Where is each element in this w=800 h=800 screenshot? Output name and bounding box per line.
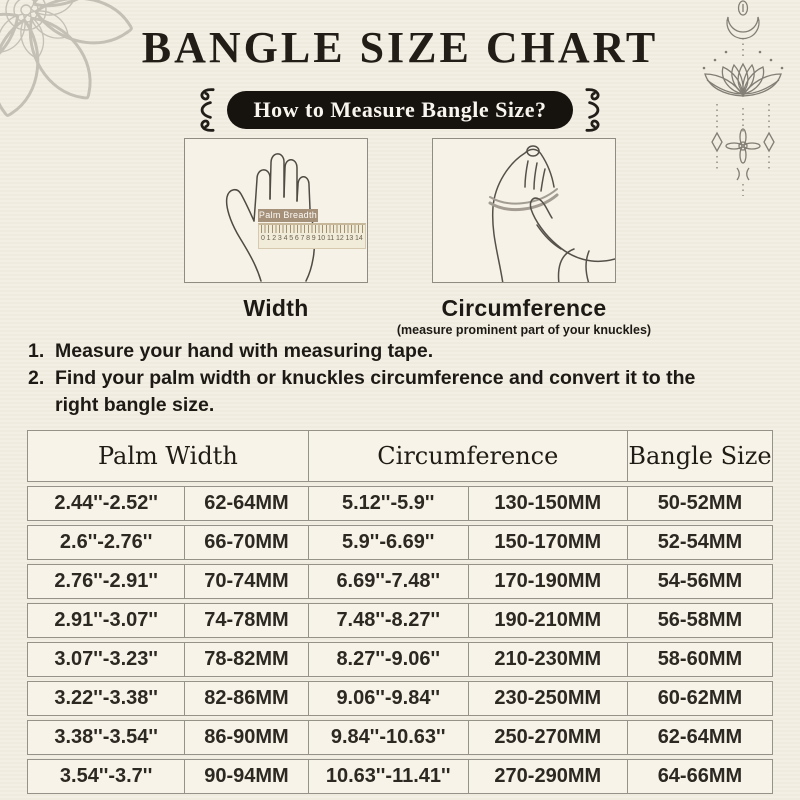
circumference-illustration-box [432, 138, 616, 283]
hand-with-ruler-icon [225, 153, 316, 282]
table-row: 2.44''-2.52'' 62-64MM 5.12''-5.9'' 130-150M… [27, 486, 773, 521]
table-row: 2.76''-2.91'' 70-74MM 6.69''-7.48'' 170-190… [27, 564, 773, 599]
table-cell: 62-64MM [626, 721, 772, 754]
width-illustration-box: Palm Breadth 0 1 2 3 4 5 6 7 8 9 10 11 12 13 14 [184, 138, 368, 283]
table-cell: 150-170MM [467, 526, 627, 559]
ruler-number: 9 [311, 235, 316, 242]
banner-pill: How to Measure Bangle Size? [226, 91, 574, 129]
ruler-number: 1 [266, 235, 271, 242]
ruler-number: 3 [277, 235, 282, 242]
table-cell: 5.12''-5.9'' [307, 487, 468, 520]
ruler-ticks [261, 225, 363, 233]
table-cell: 190-210MM [467, 604, 627, 637]
table-cell: 6.69''-7.48'' [307, 565, 468, 598]
instruction-step-1: 1. Measure your hand with measuring tape… [28, 338, 734, 365]
ruler-number: 8 [306, 235, 311, 242]
width-figure: Palm Breadth 0 1 2 3 4 5 6 7 8 9 10 11 12 13 14 Width [184, 138, 368, 337]
table-cell: 58-60MM [626, 643, 772, 676]
table-cell: 270-290MM [467, 760, 627, 793]
ruler-number: 11 [326, 235, 335, 242]
table-cell: 2.6''-2.76'' [59, 531, 153, 553]
table-cell: 56-58MM [626, 604, 772, 637]
flourish-right-icon [585, 88, 600, 132]
table-cell: 86-90MM [184, 721, 308, 754]
step-number: 2. [28, 367, 45, 389]
hand-with-tape-icon [488, 145, 615, 282]
table-cell: 62-64MM [184, 487, 308, 520]
table-cell: 3.38''-3.54'' [54, 726, 158, 748]
table-cell: 52-54MM [626, 526, 772, 559]
step-text: Measure your hand with measuring tape. [55, 340, 434, 362]
table-cell: 5.9''-6.69'' [307, 526, 468, 559]
ruler: 0 1 2 3 4 5 6 7 8 9 10 11 12 13 14 [258, 223, 366, 249]
size-table-body: 2.44''-2.52'' 62-64MM 5.12''-5.9'' 130-150M… [27, 486, 773, 794]
table-cell: 54-56MM [626, 565, 772, 598]
ruler-numbers: 0 1 2 3 4 5 6 7 8 9 10 11 12 13 14 [261, 235, 363, 243]
step-text: Find your palm width or knuckles circumf… [55, 367, 696, 416]
table-cell: 90-94MM [184, 760, 308, 793]
palm-breadth-label: Palm Breadth [258, 209, 318, 222]
banner-row: How to Measure Bangle Size? [0, 86, 800, 134]
table-cell: 2.91''-3.07'' [54, 609, 158, 631]
ruler-number: 6 [294, 235, 299, 242]
ruler-number: 5 [289, 235, 294, 242]
circumference-figure: Circumference (measure prominent part of… [397, 138, 651, 337]
table-cell: 250-270MM [467, 721, 627, 754]
measure-figures: Palm Breadth 0 1 2 3 4 5 6 7 8 9 10 11 12 13 14 Width [0, 138, 800, 337]
table-cell: 3.07''-3.23'' [54, 648, 158, 670]
table-row: 3.22''-3.38'' 82-86MM 9.06''-9.84'' 230-250… [27, 681, 773, 716]
flourish-left-icon [200, 88, 215, 132]
circumference-note: (measure prominent part of your knuckles… [396, 323, 652, 337]
table-cell: 170-190MM [467, 565, 627, 598]
ruler-number: 14 [355, 235, 363, 242]
table-row: 3.07''-3.23'' 78-82MM 8.27''-9.06'' 210-230… [27, 642, 773, 677]
ruler-number: 7 [300, 235, 305, 242]
header-circumference: Circumference [307, 431, 627, 481]
table-cell: 74-78MM [184, 604, 308, 637]
table-row: 2.6''-2.76'' 66-70MM 5.9''-6.69'' 150-170MM… [27, 525, 773, 560]
table-cell: 9.06''-9.84'' [307, 682, 468, 715]
table-cell: 9.84''-10.63'' [307, 721, 468, 754]
table-cell: 230-250MM [467, 682, 627, 715]
circumference-caption: Circumference [441, 295, 607, 321]
table-cell: 3.54''-3.7'' [59, 765, 153, 787]
ruler-number: 12 [335, 235, 344, 242]
ruler-number: 2 [272, 235, 277, 242]
step-number: 1. [28, 340, 45, 362]
table-cell: 64-66MM [626, 760, 772, 793]
ruler-number: 10 [317, 235, 326, 242]
table-cell: 78-82MM [184, 643, 308, 676]
table-row: 3.54''-3.7'' 90-94MM 10.63''-11.41'' 270-29… [27, 759, 773, 794]
instruction-step-2: 2. Find your palm width or knuckles circ… [28, 365, 734, 419]
table-cell: 7.48''-8.27'' [307, 604, 468, 637]
table-cell: 82-86MM [184, 682, 308, 715]
ruler-number: 0 [261, 235, 265, 242]
table-cell: 130-150MM [467, 487, 627, 520]
width-caption: Width [243, 295, 309, 321]
bangle-size-table: Palm Width Circumference Bangle Size 2.4… [27, 430, 773, 794]
table-cell: 70-74MM [184, 565, 308, 598]
table-cell: 3.22''-3.38'' [54, 687, 158, 709]
table-cell: 2.44''-2.52'' [54, 492, 158, 514]
header-bangle-size: Bangle Size [626, 431, 772, 481]
table-cell: 66-70MM [184, 526, 308, 559]
table-cell: 50-52MM [626, 487, 772, 520]
ruler-number: 4 [283, 235, 288, 242]
table-row: 3.38''-3.54'' 86-90MM 9.84''-10.63'' 250-27… [27, 720, 773, 755]
table-cell: 2.76''-2.91'' [54, 570, 158, 592]
table-cell: 60-62MM [626, 682, 772, 715]
instructions-list: 1. Measure your hand with measuring tape… [28, 338, 734, 419]
table-header-row: Palm Width Circumference Bangle Size [27, 430, 773, 482]
page-title: BANGLE SIZE CHART [141, 23, 659, 72]
table-cell: 8.27''-9.06'' [307, 643, 468, 676]
header-palm-width: Palm Width [97, 442, 238, 470]
table-cell: 210-230MM [467, 643, 627, 676]
ruler-number: 13 [345, 235, 354, 242]
table-row: 2.91''-3.07'' 74-78MM 7.48''-8.27'' 190-210… [27, 603, 773, 638]
table-cell: 10.63''-11.41'' [307, 760, 468, 793]
